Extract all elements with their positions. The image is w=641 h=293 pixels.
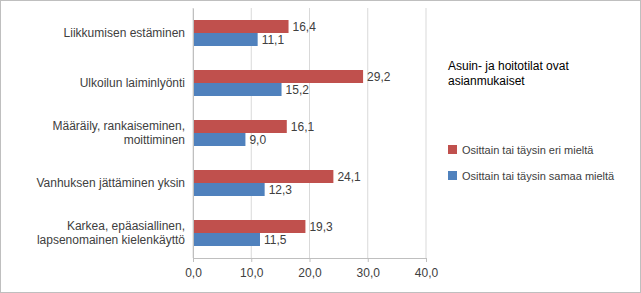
- tick: Määräily, rankaiseminen,moittiminen: [53, 119, 194, 147]
- data-label: 16,1: [291, 120, 315, 134]
- axis-line: [194, 259, 427, 263]
- data-label: 15,2: [286, 83, 310, 97]
- data-label: 19,3: [309, 220, 333, 234]
- data-labels: 16,4 29,2 16,1 24,1 19,3 11,1 15,2 9,0 12,3 11,5: [249, 20, 390, 247]
- bar: [193, 70, 363, 83]
- tick-label: 20,0: [298, 266, 322, 280]
- data-label: 9,0: [249, 133, 266, 147]
- tick-label: Liikkumisen estäminen: [64, 26, 185, 40]
- tick-label: 0,0: [185, 266, 202, 280]
- grid-line: [193, 8, 194, 258]
- tick-mark: [251, 258, 252, 262]
- bar: [193, 120, 287, 133]
- legend-swatch: [448, 171, 457, 180]
- data-label: 11,1: [262, 33, 285, 47]
- tick-label: Karkea, epäasiallinen,lapsenomainen kiel…: [37, 219, 185, 247]
- tick-label: 40,0: [415, 266, 439, 280]
- tick: Karkea, epäasiallinen,lapsenomainen kiel…: [37, 219, 193, 247]
- bar: [193, 170, 333, 183]
- tick: 30,0: [357, 258, 381, 280]
- x-axis: 0,0 10,0 20,0 30,0 40,0: [185, 258, 438, 280]
- legend-label: Osittain tai täysin eri mieltä: [462, 144, 594, 156]
- tick-mark: [368, 258, 369, 262]
- legend-title: Asuin- ja hoitotilat ovatasianmukaiset: [448, 59, 569, 88]
- data-label: 24,1: [337, 170, 361, 184]
- bar: [193, 20, 289, 33]
- tick-label: Ulkoilun laiminlyönti: [80, 76, 185, 90]
- chart: 0,0 10,0 20,0 30,0 40,0 Liikkumisen estäminen…: [0, 0, 641, 293]
- tick-mark: [193, 258, 194, 262]
- bar: [193, 220, 305, 233]
- tick: Ulkoilun laiminlyönti: [80, 76, 193, 90]
- bars: [193, 20, 363, 246]
- tick-label: Määräily, rankaiseminen,moittiminen: [53, 119, 186, 147]
- tick-mark: [310, 258, 311, 262]
- legend-label: Osittain tai täysin samaa mieltä: [462, 170, 615, 182]
- tick-label: 10,0: [240, 266, 264, 280]
- axis-line: [193, 9, 194, 259]
- bar: [193, 183, 265, 196]
- y-axis: Liikkumisen estäminen Ulkoilun laiminlyön…: [36, 9, 193, 259]
- tick: Vanhuksen jättäminen yksin: [36, 176, 193, 190]
- data-label: 29,2: [367, 70, 391, 84]
- grid: [193, 8, 426, 258]
- legend: Asuin- ja hoitotilat ovatasianmukaiset Os…: [448, 59, 615, 182]
- tick: 20,0: [298, 258, 322, 280]
- tick: 0,0: [185, 258, 202, 280]
- chart-frame: [1, 1, 641, 293]
- data-label: 16,4: [293, 20, 317, 34]
- tick-label: 30,0: [357, 266, 381, 280]
- legend-swatch: [448, 145, 457, 154]
- tick-mark: [426, 258, 427, 262]
- tick: Liikkumisen estäminen: [64, 26, 193, 40]
- bar: [193, 83, 282, 96]
- bar: [193, 233, 260, 246]
- data-label: 11,5: [264, 233, 287, 247]
- tick: 10,0: [240, 258, 264, 280]
- tick-label: Vanhuksen jättäminen yksin: [36, 176, 185, 190]
- data-label: 12,3: [269, 183, 293, 197]
- bar: [193, 133, 245, 146]
- tick: 40,0: [415, 258, 439, 280]
- bar: [193, 33, 258, 46]
- grid-line: [367, 8, 368, 258]
- grid-line: [426, 8, 427, 258]
